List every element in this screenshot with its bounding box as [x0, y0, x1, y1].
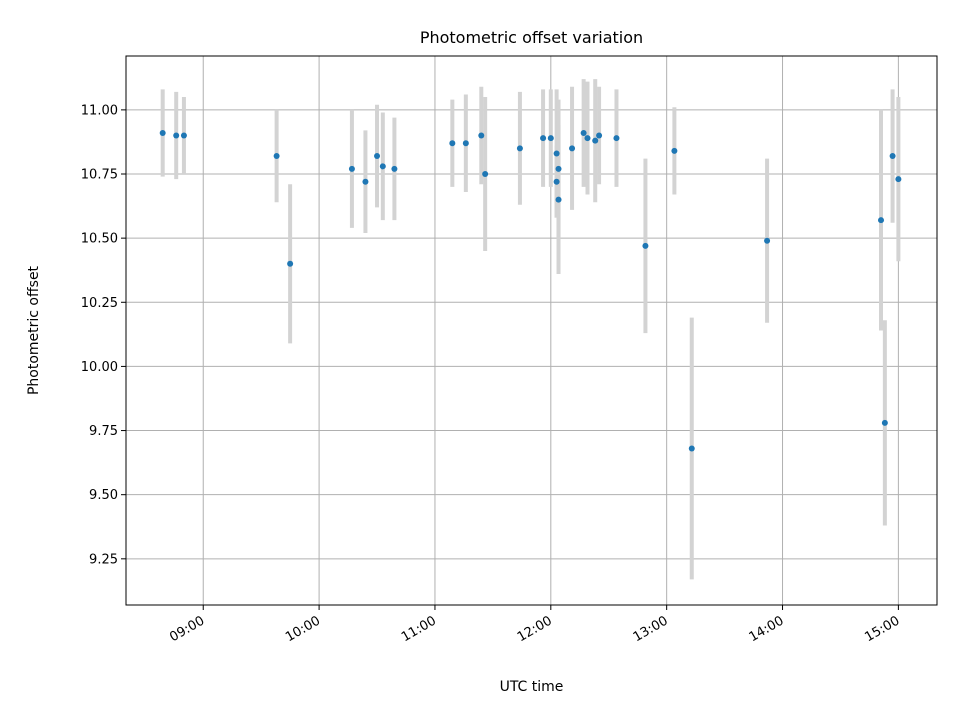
data-point	[553, 150, 560, 157]
data-point	[580, 129, 587, 136]
y-tick-label: 10.75	[81, 168, 118, 183]
data-point	[374, 153, 381, 160]
grid	[126, 56, 937, 605]
data-point	[881, 419, 888, 426]
data-point	[462, 140, 469, 147]
data-point	[671, 147, 678, 154]
data-point	[173, 132, 180, 139]
y-tick-label: 10.50	[81, 232, 118, 247]
y-tick-label: 11.00	[81, 103, 118, 118]
data-point	[362, 178, 369, 185]
plot-frame	[125, 55, 938, 606]
data-point	[642, 242, 649, 249]
data-point	[180, 132, 187, 139]
data-point	[478, 132, 485, 139]
data-point	[688, 445, 695, 452]
data-point	[379, 163, 386, 170]
data-point	[553, 178, 560, 185]
data-point	[555, 196, 562, 203]
y-tick-label: 9.75	[89, 424, 118, 439]
y-tick-label: 9.50	[89, 488, 118, 503]
data-point	[516, 145, 523, 152]
data-point	[273, 153, 280, 160]
data-point	[391, 165, 398, 172]
y-axis-label: Photometric offset	[26, 265, 42, 395]
data-point	[540, 135, 547, 142]
data-points	[159, 129, 902, 452]
data-point	[764, 237, 771, 244]
data-point	[287, 260, 294, 267]
data-point	[482, 171, 489, 178]
data-point	[547, 135, 554, 142]
y-tick-label: 10.00	[81, 360, 118, 375]
data-point	[613, 135, 620, 142]
y-tick-label: 10.25	[81, 296, 118, 311]
x-axis-label: UTC time	[500, 679, 564, 695]
data-point	[449, 140, 456, 147]
data-point	[159, 129, 166, 136]
data-point	[584, 135, 591, 142]
data-point	[889, 153, 896, 160]
data-point	[592, 137, 599, 144]
y-tick-label: 9.25	[89, 552, 118, 567]
data-point	[348, 165, 355, 172]
data-point	[569, 145, 576, 152]
data-point	[895, 176, 902, 183]
chart-title: Photometric offset variation	[420, 28, 643, 47]
data-point	[555, 165, 562, 172]
data-point	[878, 217, 885, 224]
data-point	[596, 132, 603, 139]
y-axis-ticks: 9.25 9.50 9.75 10.00 10.25 10.50 10.75 11.00	[81, 103, 126, 567]
